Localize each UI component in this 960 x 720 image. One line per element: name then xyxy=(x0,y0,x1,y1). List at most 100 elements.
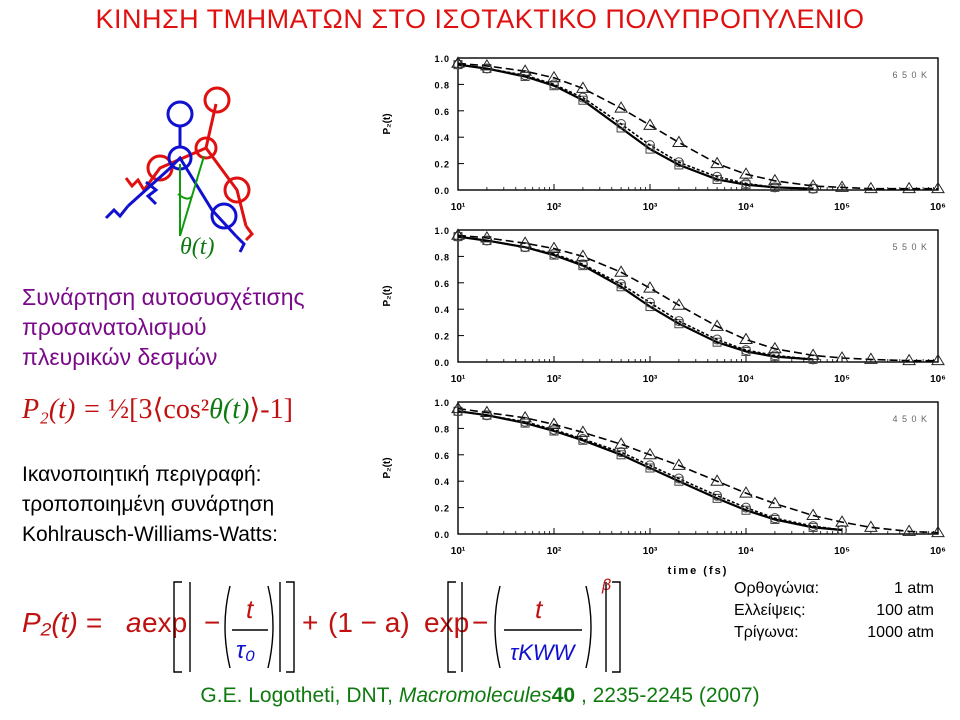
x-tick-label: 10⁶ xyxy=(930,202,946,213)
y-tick-label: 0.6 xyxy=(434,279,450,289)
eq2-exp: exp xyxy=(142,607,187,638)
theta-label: θ(t) xyxy=(180,234,215,260)
data-point xyxy=(835,180,849,192)
eq1-rhs1: ½[3⟨cos² xyxy=(108,394,210,425)
citation: G.E. Logotheti, DNT, Macromolecules40 , … xyxy=(0,684,960,708)
y-tick-label: 0.0 xyxy=(434,358,450,368)
legend-pressure: 1000 atm xyxy=(867,624,934,641)
y-tick-label: 0.4 xyxy=(434,477,450,487)
data-point xyxy=(672,458,686,470)
x-tick-label: 10⁴ xyxy=(738,546,754,557)
data-point xyxy=(710,319,724,331)
data-point xyxy=(518,236,532,248)
citation-authors: G.E. Logotheti, DNT, xyxy=(200,684,399,707)
data-point xyxy=(576,81,590,93)
data-point xyxy=(672,135,686,147)
x-tick-label: 10⁴ xyxy=(738,374,754,385)
legend-pressure: 100 atm xyxy=(876,602,934,619)
data-point xyxy=(576,425,590,437)
series-line xyxy=(457,235,814,361)
description-line: πλευρικών δεσμών xyxy=(22,344,218,370)
data-point xyxy=(518,410,532,423)
data-point xyxy=(806,348,820,360)
series-line xyxy=(457,410,843,532)
data-point xyxy=(453,406,463,417)
eq2-minus2: − xyxy=(472,607,488,638)
x-tick-label: 10¹ xyxy=(451,546,466,557)
data-point xyxy=(712,334,723,345)
y-tick-label: 0.8 xyxy=(434,80,450,90)
data-point xyxy=(645,140,655,151)
data-point xyxy=(864,352,878,364)
y-tick-label: 0.6 xyxy=(434,107,450,117)
y-tick-label: 0.2 xyxy=(434,160,450,170)
x-tick-label: 10³ xyxy=(643,374,658,385)
legend-shape: Τρίγωνα: xyxy=(734,624,799,641)
data-point xyxy=(643,118,657,130)
legend-row: Ορθογώνια: 1 atm xyxy=(734,578,934,600)
x-tick-label: 10¹ xyxy=(451,374,466,385)
p2-autocorrelation-charts: 0.0 0.2 0.4 0.6 0.8 1.0 10¹ 10² 10³ 10⁴ 10⁵ 10⁶ P₂(t… xyxy=(382,54,946,577)
legend-row: Ελλείψεις: 100 atm xyxy=(734,600,934,622)
data-point xyxy=(806,508,820,521)
kww-equation: P₂(t) = a exp − t + (1 − a) exp − t τ₀ τ… xyxy=(22,577,621,673)
data-point xyxy=(710,474,724,486)
plot-frame xyxy=(457,57,939,191)
citation-pages: , 2235-2245 (2007) xyxy=(580,684,760,707)
data-point xyxy=(931,353,945,366)
y-tick-label: 1.0 xyxy=(434,54,450,64)
data-point xyxy=(481,410,492,421)
data-point xyxy=(835,351,849,363)
data-point xyxy=(769,182,780,193)
series-line xyxy=(457,63,814,190)
data-point xyxy=(451,401,465,414)
temperature-label: 4 5 0 K xyxy=(892,414,928,424)
data-point xyxy=(451,228,465,240)
data-point xyxy=(645,297,655,308)
data-point xyxy=(481,235,492,246)
x-tick-label: 10² xyxy=(547,202,562,213)
data-point xyxy=(808,521,819,532)
x-tick-label: 10⁵ xyxy=(834,546,850,557)
series-line xyxy=(457,410,843,531)
data-point xyxy=(769,350,780,361)
series-line xyxy=(457,62,938,190)
x-tick-label: 10² xyxy=(547,374,562,385)
data-point xyxy=(577,433,588,444)
data-point xyxy=(547,70,561,83)
data-point xyxy=(614,265,628,277)
data-point xyxy=(614,101,628,113)
data-point xyxy=(902,353,916,366)
eq2-tau-kww: τKWW xyxy=(510,640,577,665)
y-tick-label: 0.2 xyxy=(434,504,450,514)
eq2-a: a xyxy=(126,607,142,638)
data-point xyxy=(547,417,561,429)
p2-definition-equation: P₂(t) = ½[3⟨cos²θ(t)⟩-1] xyxy=(22,392,293,426)
data-point xyxy=(673,157,684,168)
series-line xyxy=(457,407,939,534)
legend-row: Τρίγωνα: 1000 atm xyxy=(734,622,934,644)
molecule-diagram-icon xyxy=(104,86,254,253)
kww-text: Ικανοποιητική περιγραφή: τροποποιημένη σ… xyxy=(22,460,278,550)
data-point xyxy=(672,298,686,310)
data-point xyxy=(768,341,782,354)
legend-shape: Ορθογώνια: xyxy=(734,580,820,597)
data-point xyxy=(673,473,684,484)
chart-panel: 0.0 0.2 0.4 0.6 0.8 1.0 10¹ 10² 10³ 10⁴ 10⁵ 10⁶ P₂(t… xyxy=(382,54,946,213)
chart-panel: 0.0 0.2 0.4 0.6 0.8 1.0 10¹ 10² 10³ 10⁴ 10⁵ 10⁶ P₂(t… xyxy=(382,226,946,385)
data-point xyxy=(712,490,723,501)
eq1-theta: θ(t) xyxy=(209,394,250,425)
eq2-t2: t xyxy=(535,594,544,624)
data-point xyxy=(769,513,780,524)
eq2-plus: + xyxy=(302,607,318,638)
kww-line: Ικανοποιητική περιγραφή: xyxy=(22,463,262,486)
data-point xyxy=(480,405,494,418)
x-tick-label: 10² xyxy=(547,546,562,557)
slide-title: ΚΙΝΗΣΗ ΤΜΗΜΑΤΩΝ ΣΤΟ ΙΣΟΤΑΚΤΙΚΟ ΠΟΛΥΠΡΟΠΥ… xyxy=(95,4,865,34)
y-tick-label: 1.0 xyxy=(434,398,450,408)
x-tick-label: 10⁶ xyxy=(930,546,946,557)
legend-shape: Ελλείψεις: xyxy=(734,602,806,619)
temperature-label: 5 5 0 K xyxy=(892,242,928,252)
legend-pressure: 1 atm xyxy=(893,580,934,597)
data-point xyxy=(902,181,916,194)
